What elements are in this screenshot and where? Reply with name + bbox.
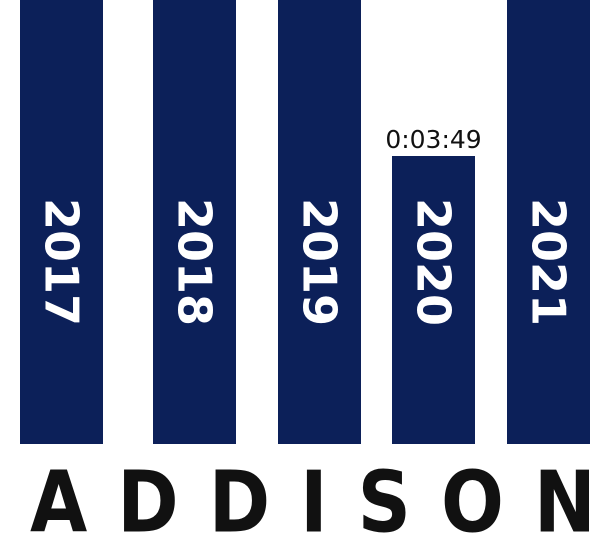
year-label-2020: 2020	[407, 198, 461, 326]
bars-group	[20, 0, 590, 444]
bar-2020	[392, 156, 475, 444]
value-labels-group: 0:03:540:03:560:03:560:03:490:03:58	[385, 125, 481, 154]
year-labels-group: 2017 2018 2019 2020 2021	[35, 198, 576, 326]
bar-2019	[278, 0, 361, 444]
athlete-name-title: ADDISON	[30, 453, 608, 543]
bar-chart: 0:03:540:03:560:03:560:03:490:03:58 2017…	[20, 0, 590, 444]
bar-2021	[507, 0, 590, 444]
value-label-2020: 0:03:49	[385, 125, 481, 154]
bar-2018	[153, 0, 236, 444]
bar-2017	[20, 0, 103, 444]
year-label-2017: 2017	[35, 198, 89, 326]
year-label-2018: 2018	[168, 198, 222, 326]
year-label-2021: 2021	[522, 198, 576, 326]
year-label-2019: 2019	[293, 198, 347, 326]
